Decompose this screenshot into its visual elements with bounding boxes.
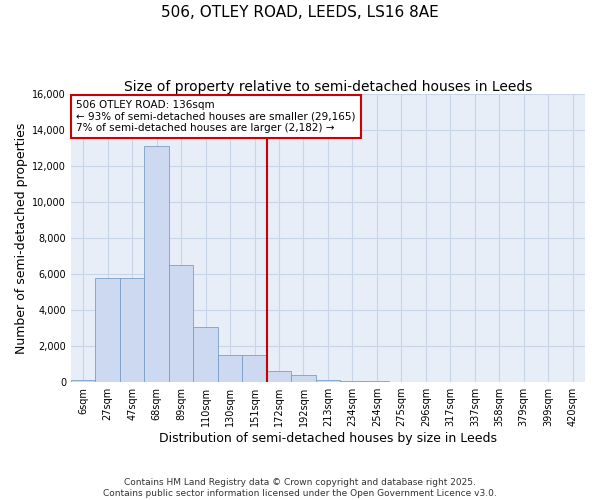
Bar xyxy=(71,380,95,382)
Bar xyxy=(145,146,169,382)
Text: 506 OTLEY ROAD: 136sqm
← 93% of semi-detached houses are smaller (29,165)
7% of : 506 OTLEY ROAD: 136sqm ← 93% of semi-det… xyxy=(76,100,356,133)
Bar xyxy=(340,380,365,382)
Title: Size of property relative to semi-detached houses in Leeds: Size of property relative to semi-detach… xyxy=(124,80,532,94)
Text: Contains HM Land Registry data © Crown copyright and database right 2025.
Contai: Contains HM Land Registry data © Crown c… xyxy=(103,478,497,498)
Bar xyxy=(218,356,242,382)
Text: 506, OTLEY ROAD, LEEDS, LS16 8AE: 506, OTLEY ROAD, LEEDS, LS16 8AE xyxy=(161,5,439,20)
Bar xyxy=(291,375,316,382)
Bar xyxy=(316,380,340,382)
Bar xyxy=(267,371,291,382)
Bar xyxy=(95,278,120,382)
Y-axis label: Number of semi-detached properties: Number of semi-detached properties xyxy=(15,122,28,354)
Bar xyxy=(169,265,193,382)
Bar xyxy=(193,327,218,382)
X-axis label: Distribution of semi-detached houses by size in Leeds: Distribution of semi-detached houses by … xyxy=(159,432,497,445)
Bar xyxy=(242,356,267,382)
Bar xyxy=(120,278,145,382)
Bar xyxy=(365,381,389,382)
